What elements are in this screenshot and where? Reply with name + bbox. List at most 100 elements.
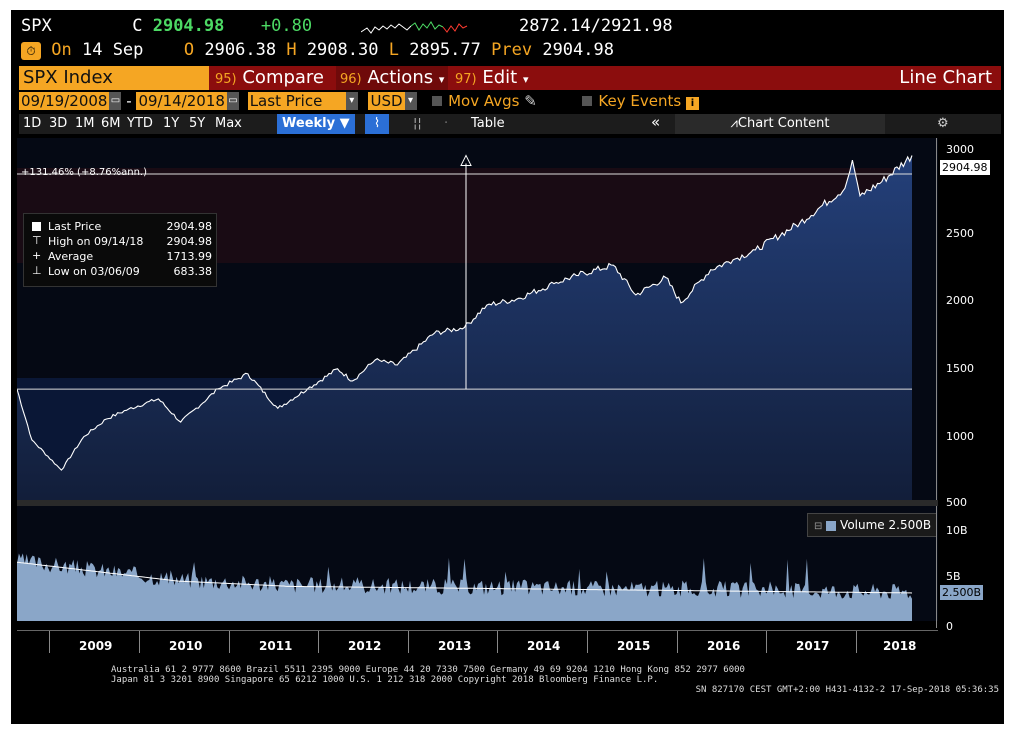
edit-label: Edit [482,67,518,88]
volume-chart[interactable] [17,506,938,621]
key-events-label[interactable]: Key Events [598,92,682,110]
volume-legend-label: Volume 2.500B [840,518,932,532]
security-field[interactable]: SPX Index [19,66,209,90]
price-tick: 2000 [946,294,974,307]
mov-avgs-checkbox[interactable] [432,96,443,106]
chart-content-button[interactable]: ⩘Chart Content [675,114,885,134]
currency-select[interactable]: USD [368,92,405,110]
year-label: 2018 [883,639,917,653]
chart-toolbar: 1D 3D 1M 6M YTD 1Y 5Y Max Weekly ▼ ⌇ ¦¦ … [19,113,1001,134]
year-label: 2009 [79,639,113,653]
year-tick [318,631,319,653]
actions-label: Actions [367,67,434,88]
edit-button[interactable]: 97) Edit ▾ [455,66,528,90]
day-range: 2872.14/2921.98 [519,16,673,36]
line-chart-icon[interactable]: ⌇ [365,114,389,134]
price-chart[interactable] [17,138,938,500]
chart-type-label: Line Chart [899,67,992,88]
year-label: 2017 [796,639,830,653]
compare-number: 95) [215,72,237,87]
year-tick [766,631,767,653]
session-date: 14 Sep [81,40,144,60]
panel-divider[interactable] [17,500,938,506]
period-6m[interactable]: 6M [101,116,121,131]
year-tick [497,631,498,653]
edit-number: 97) [455,72,477,87]
legend-row-high: ⊤ High on 09/14/18 2904.98 [28,234,212,249]
volume-average-line [17,561,913,594]
table-button[interactable]: Table [471,116,505,131]
volume-tick: 10B [946,524,968,537]
chevron-down-icon[interactable]: ▾ [404,92,417,110]
period-1m[interactable]: 1M [75,116,95,131]
volume-tick: 0 [946,620,953,633]
volume-tag: 2.500B [940,585,984,600]
low-marker-icon: ⊥ [32,264,42,277]
footer-line: SN 827170 CEST GMT+2:00 H431-4132-2 17-S… [695,685,999,695]
low-value: 2895.77 [409,40,481,60]
legend-row-last: Last Price 2904.98 [28,220,212,234]
legend-label: Low on 03/06/09 [48,265,140,278]
year-label: 2014 [527,639,561,653]
compare-button[interactable]: 95) Compare [215,66,324,90]
year-tick [49,631,50,653]
performance-label: +131.46% (+8.76%ann.) [21,167,147,178]
field-select[interactable]: Last Price [247,92,346,110]
volume-swatch [826,520,837,531]
legend-row-average: + Average 1713.99 [28,249,212,264]
time-axis: 2009 2010 2011 2012 2013 2014 2015 2016 … [17,630,938,659]
period-max[interactable]: Max [215,116,242,131]
start-date-field[interactable]: 09/19/2008 [19,92,110,110]
right-axis: 3000 2500 2000 1500 1000 500 10B 5B 0 [936,138,1004,633]
date-dash: - [126,92,132,110]
high-marker-icon: ⊤ [32,234,42,247]
quote-header-row: SPX C 2904.98 +0.80 [21,16,312,38]
prev-value: 2904.98 [542,40,614,60]
year-label: 2013 [438,639,472,653]
chart-icon: ⩘ [730,116,738,131]
volume-tick: 5B [946,570,961,583]
footer-line: Japan 81 3 3201 8900 Singapore 65 6212 1… [111,675,659,685]
high-value: 2908.30 [306,40,379,60]
year-tick [587,631,588,653]
info-icon[interactable]: i [685,97,699,110]
end-date-field[interactable]: 09/14/2018 [136,92,227,110]
footer-line: Australia 61 2 9777 8600 Brazil 5511 239… [111,665,745,675]
session-icon[interactable]: ⏱ [21,42,41,60]
candlestick-icon[interactable]: ¦¦ [413,116,422,131]
year-tick [139,631,140,653]
day-range-low: 2872.14 [519,16,591,36]
period-3d[interactable]: 3D [49,116,68,131]
mov-avgs-label[interactable]: Mov Avgs [448,92,520,110]
bar-style-icon[interactable]: · [444,116,449,131]
year-label: 2011 [259,639,293,653]
close-flag: C [132,16,143,36]
period-1y[interactable]: 1Y [163,116,180,131]
day-range-separator: / [590,16,601,36]
collapse-button[interactable]: « [651,113,661,131]
year-label: 2016 [707,639,741,653]
high-flag: H [286,40,297,60]
pencil-icon[interactable]: ✎ [524,92,537,110]
actions-button[interactable]: 96) Actions ▾ [336,66,449,90]
frequency-select[interactable]: Weekly ▼ [277,114,355,134]
period-1d[interactable]: 1D [23,116,42,131]
key-events-checkbox[interactable] [582,96,593,106]
price-legend: Last Price 2904.98 ⊤ High on 09/14/18 29… [23,213,217,287]
square-icon [32,222,41,231]
period-ytd[interactable]: YTD [127,116,153,131]
open-value: 2906.38 [204,40,277,60]
year-label: 2012 [348,639,382,653]
legend-label: High on 09/14/18 [48,235,144,248]
calendar-icon[interactable]: ▭ [226,92,239,110]
collapse-icon[interactable]: ⊟ [814,521,823,532]
day-range-high: 2921.98 [600,16,673,36]
period-5y[interactable]: 5Y [189,116,206,131]
chevron-down-icon[interactable]: ▾ [345,92,358,110]
chevron-down-icon: ▾ [522,73,529,86]
year-tick [408,631,409,653]
calendar-icon[interactable]: ▭ [109,92,122,110]
price-change: +0.80 [260,16,313,36]
gear-icon[interactable]: ⚙ [937,116,949,131]
intraday-sparkline [361,21,468,34]
